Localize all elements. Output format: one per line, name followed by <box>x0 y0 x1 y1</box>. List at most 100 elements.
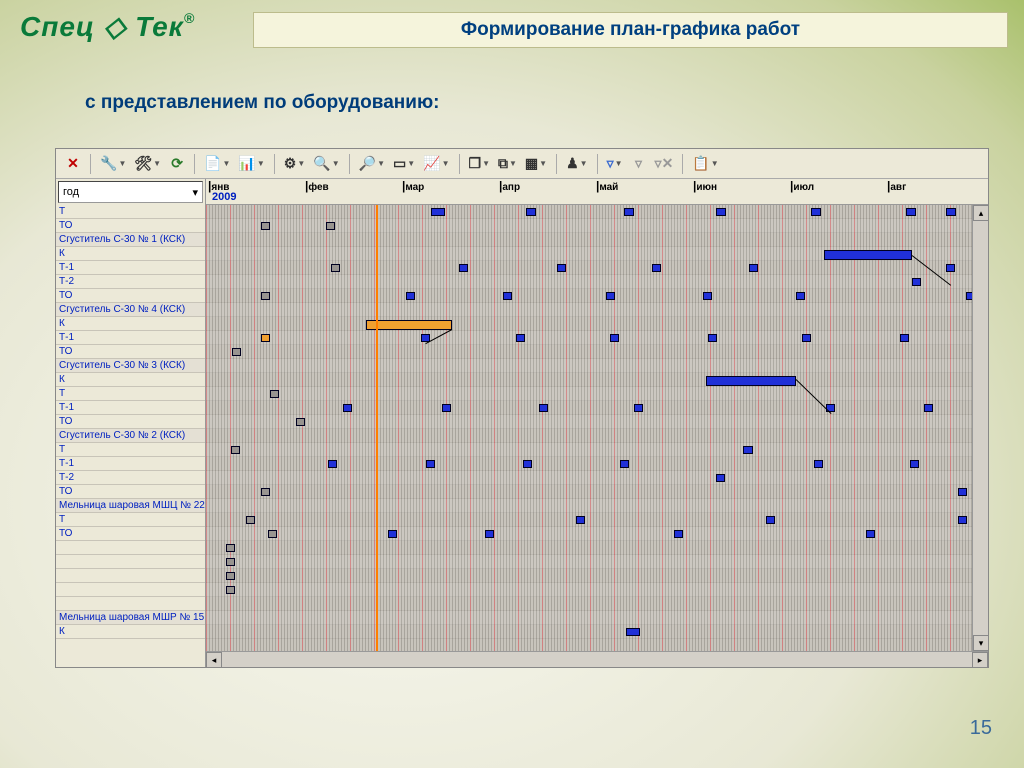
vertical-scrollbar[interactable]: ▴ ▾ <box>972 205 988 651</box>
gantt-task[interactable] <box>743 446 753 454</box>
task-type-label[interactable]: Т <box>56 205 205 219</box>
chart-icon[interactable]: 📈▼ <box>420 153 452 175</box>
gantt-task[interactable] <box>924 404 933 412</box>
gantt-task[interactable] <box>231 446 240 454</box>
gantt-task[interactable] <box>906 208 916 216</box>
equipment-group-label[interactable]: Сгуститель С-30 № 3 (КСК) <box>56 359 205 373</box>
task-type-label[interactable] <box>56 569 205 583</box>
gantt-task[interactable] <box>749 264 758 272</box>
window-icon[interactable]: ❐▼ <box>466 153 493 175</box>
gantt-task[interactable] <box>526 208 536 216</box>
filter-clear-icon[interactable]: ▿✕ <box>652 153 677 175</box>
task-type-label[interactable]: Т <box>56 443 205 457</box>
gantt-task[interactable] <box>226 572 235 580</box>
gantt-task[interactable] <box>270 390 279 398</box>
gantt-task[interactable] <box>261 292 270 300</box>
task-type-label[interactable] <box>56 583 205 597</box>
gantt-task[interactable] <box>442 404 451 412</box>
task-type-label[interactable]: ТО <box>56 289 205 303</box>
gantt-task[interactable] <box>706 376 796 386</box>
horizontal-scrollbar[interactable]: ◂ ▸ <box>206 651 988 667</box>
tool2-icon[interactable]: 🛠▼ <box>131 153 164 175</box>
gantt-task[interactable] <box>802 334 811 342</box>
gantt-task[interactable] <box>912 278 921 286</box>
gantt-task[interactable] <box>634 404 643 412</box>
gear-icon[interactable]: ⚙▼ <box>281 153 308 175</box>
gantt-task[interactable] <box>557 264 566 272</box>
gantt-task[interactable] <box>814 460 823 468</box>
gantt-task[interactable] <box>946 208 956 216</box>
gantt-task[interactable] <box>328 460 337 468</box>
gantt-task[interactable] <box>606 292 615 300</box>
scroll-left-icon[interactable]: ◂ <box>206 652 222 668</box>
task-type-label[interactable]: К <box>56 317 205 331</box>
scroll-down-icon[interactable]: ▾ <box>973 635 989 651</box>
tree-icon[interactable]: ♟▼ <box>563 153 590 175</box>
task-type-label[interactable]: Т-1 <box>56 331 205 345</box>
gantt-task[interactable] <box>261 222 270 230</box>
gantt-task[interactable] <box>296 418 305 426</box>
refresh-icon[interactable]: ⟳ <box>166 153 188 175</box>
task-type-label[interactable]: ТО <box>56 415 205 429</box>
gantt-task[interactable] <box>946 264 955 272</box>
task-type-label[interactable] <box>56 597 205 611</box>
gantt-task[interactable] <box>900 334 909 342</box>
gantt-task[interactable] <box>261 334 270 342</box>
gantt-task[interactable] <box>910 460 919 468</box>
equipment-group-label[interactable]: Сгуститель С-30 № 4 (КСК) <box>56 303 205 317</box>
gantt-task[interactable] <box>674 530 683 538</box>
task-type-label[interactable]: Т-2 <box>56 471 205 485</box>
gantt-task[interactable] <box>811 208 821 216</box>
gantt-task[interactable] <box>226 544 235 552</box>
tool1-icon[interactable]: 🔧▼ <box>97 153 129 175</box>
equipment-group-label[interactable]: Мельница шаровая МШР № 15 <box>56 611 205 625</box>
gantt-task[interactable] <box>226 558 235 566</box>
task-type-label[interactable]: ТО <box>56 527 205 541</box>
task-type-label[interactable]: Т-2 <box>56 275 205 289</box>
gantt-task[interactable] <box>426 460 435 468</box>
equipment-group-label[interactable]: Сгуститель С-30 № 2 (КСК) <box>56 429 205 443</box>
gantt-task[interactable] <box>958 516 967 524</box>
gantt-task[interactable] <box>624 208 634 216</box>
search-doc-icon[interactable]: 🔍▼ <box>310 153 342 175</box>
gantt-task[interactable] <box>539 404 548 412</box>
task-type-label[interactable]: ТО <box>56 485 205 499</box>
gantt-task[interactable] <box>708 334 717 342</box>
grid-icon[interactable]: ▦▼ <box>522 153 550 175</box>
gantt-task[interactable] <box>523 460 532 468</box>
task-type-label[interactable]: К <box>56 625 205 639</box>
filter2-icon[interactable]: ▿ <box>628 153 650 175</box>
zoom-icon[interactable]: 🔎▼ <box>356 153 388 175</box>
gantt-task[interactable] <box>652 264 661 272</box>
equipment-group-label[interactable]: Мельница шаровая МШЦ № 22 <box>56 499 205 513</box>
task-type-label[interactable]: Т <box>56 387 205 401</box>
report-icon[interactable]: 📋▼ <box>689 153 721 175</box>
gantt-task[interactable] <box>343 404 352 412</box>
gantt-task[interactable] <box>503 292 512 300</box>
gantt-task[interactable] <box>610 334 619 342</box>
gantt-task[interactable] <box>958 488 967 496</box>
task-type-label[interactable]: К <box>56 247 205 261</box>
link-icon[interactable]: ⧉▼ <box>495 153 520 175</box>
gantt-task[interactable] <box>485 530 494 538</box>
gantt-task[interactable] <box>406 292 415 300</box>
gantt-task[interactable] <box>388 530 397 538</box>
delete-icon[interactable]: ✕ <box>62 153 84 175</box>
gantt-task[interactable] <box>232 348 241 356</box>
task-type-label[interactable]: ТО <box>56 219 205 233</box>
gantt-task[interactable] <box>331 264 340 272</box>
gantt-task[interactable] <box>824 250 912 260</box>
gantt-task[interactable] <box>459 264 468 272</box>
gantt-task[interactable] <box>431 208 445 216</box>
gantt-area[interactable] <box>206 205 988 651</box>
gantt-task[interactable] <box>268 530 277 538</box>
gantt-task[interactable] <box>620 460 629 468</box>
task-type-label[interactable]: Т-1 <box>56 401 205 415</box>
gantt-task[interactable] <box>366 320 452 330</box>
gantt-task[interactable] <box>716 208 726 216</box>
gantt-task[interactable] <box>866 530 875 538</box>
gantt-task[interactable] <box>796 292 805 300</box>
task-type-label[interactable]: ТО <box>56 345 205 359</box>
task-type-label[interactable]: Т-1 <box>56 457 205 471</box>
gantt-task[interactable] <box>576 516 585 524</box>
